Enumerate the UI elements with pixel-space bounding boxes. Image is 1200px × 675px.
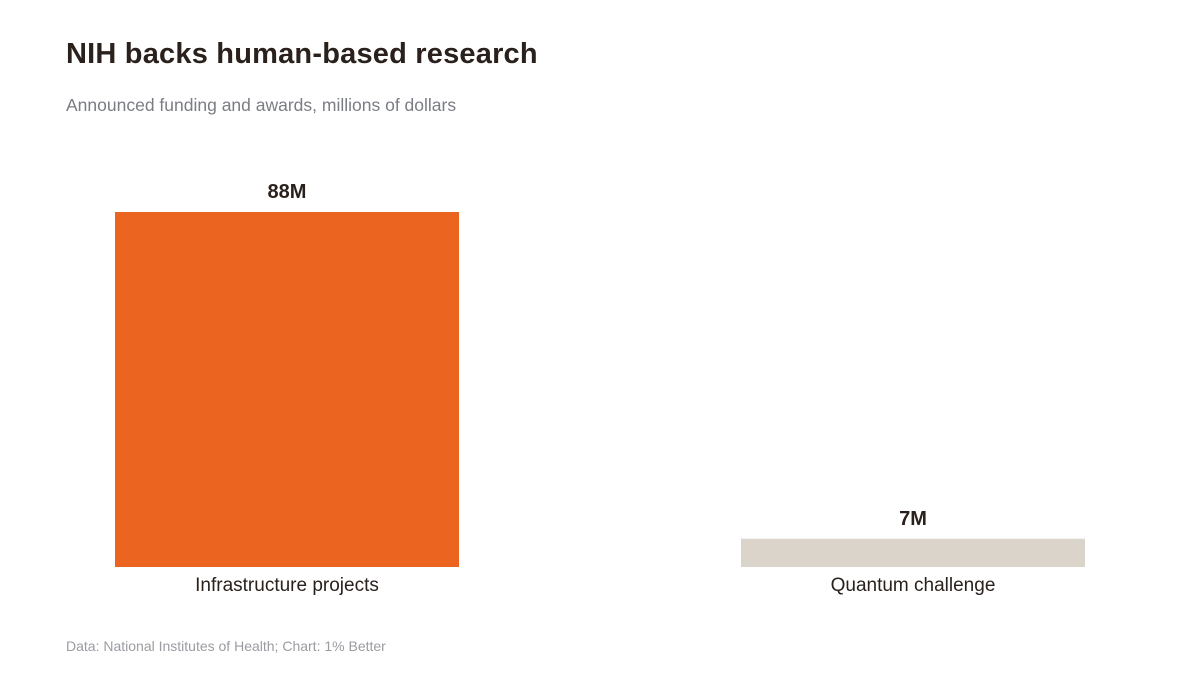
chart-subtitle: Announced funding and awards, millions o…	[66, 95, 457, 115]
category-label-infrastructure-projects: Infrastructure projects	[195, 575, 379, 596]
bar-infrastructure-projects	[115, 212, 459, 567]
value-label-quantum-challenge: 7M	[899, 508, 927, 530]
source-note: Data: National Institutes of Health; Cha…	[66, 638, 386, 654]
category-label-quantum-challenge: Quantum challenge	[831, 575, 996, 596]
bar-quantum-challenge	[741, 538, 1085, 567]
chart-title: NIH backs human-based research	[66, 38, 538, 70]
value-label-infrastructure-projects: 88M	[268, 181, 307, 203]
